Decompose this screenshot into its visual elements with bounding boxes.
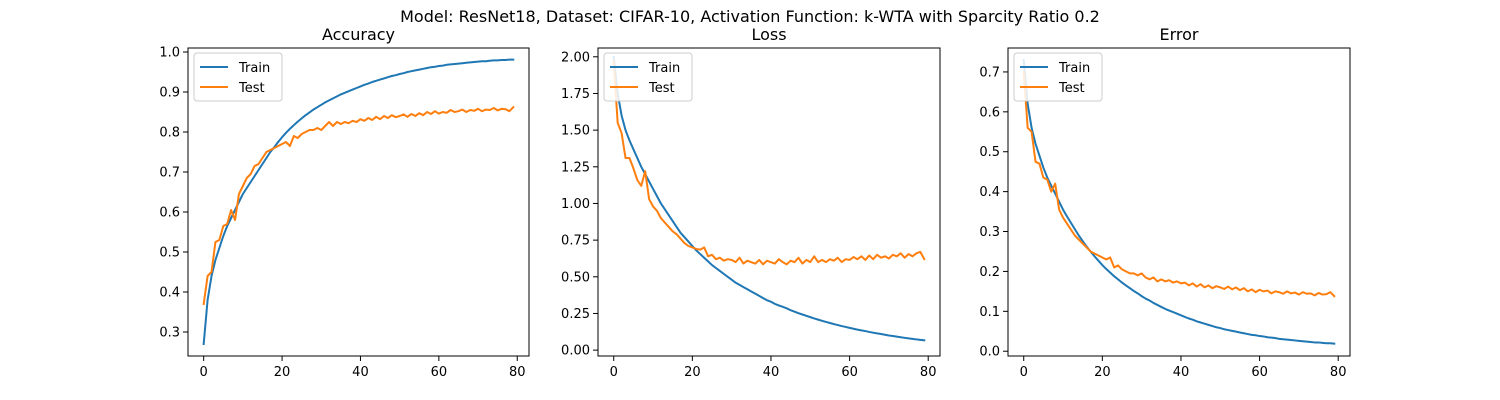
loss-legend-train-label: Train xyxy=(648,61,680,76)
loss-x-tick-label: 0 xyxy=(610,365,618,380)
accuracy-y-tick-label: 0.9 xyxy=(159,86,180,101)
loss-y-tick-label: 0.25 xyxy=(561,307,590,322)
loss-y-tick-label: 1.25 xyxy=(561,160,590,175)
accuracy-y-tick-label: 1.0 xyxy=(159,46,180,61)
accuracy-legend: Train Test xyxy=(193,52,283,102)
accuracy-test-line xyxy=(202,105,515,306)
error-legend-test-label: Test xyxy=(1058,81,1085,96)
error-y-tick-label: 0.2 xyxy=(979,265,1000,280)
loss-x-tick-label: 80 xyxy=(920,365,937,380)
accuracy-title: Accuracy xyxy=(322,25,395,44)
accuracy-x-tick-label: 80 xyxy=(509,365,526,380)
figure-suptitle: Model: ResNet18, Dataset: CIFAR-10, Acti… xyxy=(400,7,1100,26)
loss-x-tick-label: 20 xyxy=(684,365,701,380)
accuracy-legend-train-label: Train xyxy=(238,61,270,76)
loss-x-tick-label: 60 xyxy=(841,365,858,380)
error-y-tick-label: 0.6 xyxy=(979,105,1000,120)
loss-y-tick-label: 0.00 xyxy=(561,344,590,359)
error-legend: Train Test xyxy=(1013,52,1103,102)
loss-test-line xyxy=(612,60,926,266)
error-legend-box xyxy=(1013,52,1103,102)
loss-train-line xyxy=(612,55,926,342)
error-y-tick-label: 0.3 xyxy=(979,225,1000,240)
accuracy-train-line xyxy=(202,58,515,346)
error-x-tick-label: 80 xyxy=(1330,365,1347,380)
loss-x-tick-label: 40 xyxy=(763,365,780,380)
accuracy-y-tick-label: 0.4 xyxy=(159,286,180,301)
loss-axes-frame xyxy=(597,47,941,357)
error-x-tick-label: 40 xyxy=(1173,365,1190,380)
accuracy-y-tick-label: 0.8 xyxy=(159,126,180,141)
error-x-tick-label: 20 xyxy=(1094,365,1111,380)
error-title: Error xyxy=(1160,25,1199,44)
error-test-line xyxy=(1022,70,1336,298)
error-y-tick-label: 0.4 xyxy=(979,185,1000,200)
accuracy-legend-box xyxy=(193,52,283,102)
loss-y-tick-label: 1.50 xyxy=(561,124,590,139)
loss-legend: Train Test xyxy=(603,52,693,102)
accuracy-y-tick-label: 0.3 xyxy=(159,326,180,341)
accuracy-x-tick-label: 20 xyxy=(274,365,291,380)
error-x-tick-label: 0 xyxy=(1020,365,1028,380)
loss-legend-box xyxy=(603,52,693,102)
loss-y-tick-label: 0.75 xyxy=(561,234,590,249)
error-y-tick-label: 0.5 xyxy=(979,145,1000,160)
error-train-line xyxy=(1022,58,1336,345)
accuracy-axes-frame xyxy=(187,47,530,357)
error-legend-train-label: Train xyxy=(1058,61,1090,76)
accuracy-x-tick-label: 0 xyxy=(200,365,208,380)
error-y-tick-label: 0.1 xyxy=(979,305,1000,320)
error-panel: Error 0 20 40 60 80 0.0 0.1 0.2 0.3 0.4 0.5 0.6 0.7 Tr… xyxy=(979,25,1351,380)
accuracy-y-tick-label: 0.6 xyxy=(159,206,180,221)
accuracy-legend-test-label: Test xyxy=(238,81,265,96)
loss-legend-test-label: Test xyxy=(648,81,675,96)
error-x-tick-label: 60 xyxy=(1251,365,1268,380)
loss-y-tick-label: 2.00 xyxy=(561,50,590,65)
accuracy-y-tick-label: 0.7 xyxy=(159,166,180,181)
accuracy-x-tick-label: 60 xyxy=(431,365,448,380)
accuracy-panel: Accuracy 0 20 40 60 80 0.3 0.4 0.5 0.6 0.7 0.8 0.9 1.… xyxy=(159,25,530,380)
accuracy-x-tick-label: 40 xyxy=(352,365,369,380)
error-axes-frame xyxy=(1007,47,1351,357)
accuracy-y-tick-label: 0.5 xyxy=(159,246,180,261)
error-y-tick-label: 0.0 xyxy=(979,345,1000,360)
loss-title: Loss xyxy=(751,25,786,44)
loss-y-tick-label: 0.50 xyxy=(561,270,590,285)
loss-y-tick-label: 1.00 xyxy=(561,197,590,212)
loss-y-tick-label: 1.75 xyxy=(561,87,590,102)
loss-panel: Loss 0 20 40 60 80 0.00 0.25 0.50 0.75 1.00 1.25 1.5… xyxy=(561,25,941,380)
error-y-tick-label: 0.7 xyxy=(979,65,1000,80)
